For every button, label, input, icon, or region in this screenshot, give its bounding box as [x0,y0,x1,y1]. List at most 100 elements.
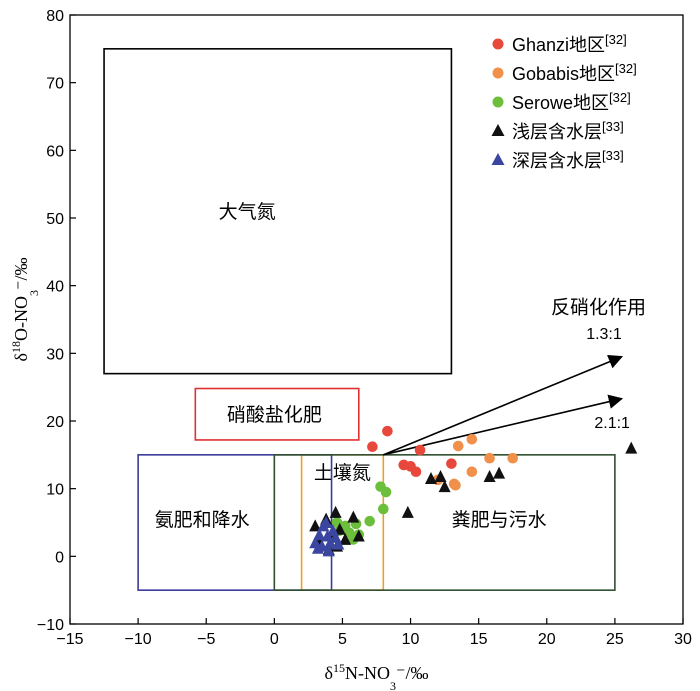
x-axis-label: δ15N-NO3⁻/‰ [325,661,429,691]
y-tick-label-3: 20 [46,414,64,431]
region-label-2: 土壤氮 [314,462,371,484]
y-tick-label-6: 50 [46,211,64,228]
x-tick-label-9: 30 [674,631,692,648]
point-s0-1 [382,425,393,437]
point-s1-6 [507,452,519,464]
plot-frame [69,14,684,625]
point-s1-4 [466,466,478,478]
legend-ref-3: [33] [602,119,624,134]
x-tick-label-4: 5 [338,631,347,648]
x-tick-label-8: 25 [606,631,624,648]
region-box-3 [137,454,333,591]
legend-name-4: 深层含水层 [512,151,602,171]
y-tick-label-8: 70 [46,76,64,93]
point-s1-5 [484,452,495,464]
point-s0-0 [367,441,378,453]
x-tick-label-7: 20 [538,631,556,648]
point-s2-8 [378,503,389,515]
legend-marker-0 [492,38,504,50]
denitrification-title: 反硝化作用 [551,296,646,318]
point-s4-11 [311,541,324,554]
legend-marker-2 [492,96,504,108]
point-s2-7 [380,486,392,498]
point-s3-11 [434,469,447,482]
arrow-label-0: 1.3:1 [586,326,622,343]
legend-name-1: Gobabis地区 [512,64,615,84]
point-s3-6 [339,532,352,545]
point-s4-7 [320,516,333,528]
y-tick-label-5: 40 [46,279,64,296]
point-s1-2 [452,440,464,452]
point-s3-13 [483,469,496,482]
legend: Ghanzi地区[32]Gobabis地区[32]Serowe地区[32]浅层含… [491,32,637,171]
region-label-3: 氨肥和降水 [155,509,250,531]
legend-ref-0: [32] [605,32,627,47]
y_axis-label-main: δ [11,353,31,361]
x-tick-label-6: 15 [470,631,488,648]
denitrification-arrows: 反硝化作用 1.3:1 2.1:1 [383,296,646,456]
y-tick-label-7: 60 [46,143,64,160]
point-s2-5 [364,515,375,527]
x_axis-label-sub: 3 [390,679,396,691]
region-label-1: 硝酸盐化肥 [227,404,322,426]
y-tick-label-1: 0 [55,549,64,566]
y_axis-label-sup: 18 [9,341,23,353]
point-s3-14 [493,466,506,479]
point-s1-7 [450,479,461,491]
y-tick-label-9: 80 [46,8,64,25]
y-tick-label-0: −10 [37,617,64,634]
point-s3-10 [424,472,437,485]
x-tick-label-5: 10 [402,631,420,648]
legend-marker-3 [491,124,505,136]
point-s0-4 [410,466,422,478]
y-tick-label-2: 10 [46,482,64,499]
x-tick-label-0: −15 [56,631,83,648]
y-tick-label-4: 30 [46,346,64,363]
y-axis-label: δ18O-NO3⁻/‰ [9,258,41,362]
legend-name-3: 浅层含水层 [512,122,602,142]
legend-label-4: 深层含水层[33] [512,148,624,171]
x_axis-label-rest: N-NO [345,663,390,683]
legend-name-2: Serowe地区 [512,93,609,113]
y_axis-label-tail: ⁻/‰ [11,258,31,291]
point-s3-12 [438,480,451,493]
legend-ref-4: [33] [602,148,624,163]
region-box-0 [103,48,453,375]
point-s4-9 [332,537,345,550]
legend-label-3: 浅层含水层[33] [512,119,624,142]
point-s0-6 [446,458,457,469]
legend-label-0: Ghanzi地区[32] [512,32,627,55]
region-box-1 [194,387,360,441]
legend-label-2: Serowe地区[32] [512,90,631,113]
point-s3-4 [329,505,342,518]
arrow-0 [383,354,624,456]
x-tick-label-3: 0 [270,631,279,648]
x_axis-label-tail: ⁻/‰ [396,663,429,683]
point-s4-10 [322,544,335,557]
x-tick-label-1: −10 [125,631,152,648]
y_axis-label-rest: O-NO [11,296,31,341]
axes-layer: −15 −10 −5 0 5 10 15 20 25 30−1001020304050607080… [9,8,692,691]
point-s1-3 [466,433,478,445]
x_axis-label-main: δ [325,663,333,683]
x-tick-label-2: −5 [197,631,215,648]
point-s3-15 [625,441,638,454]
point-s0-5 [414,444,426,456]
point-s3-7 [347,510,360,523]
legend-ref-1: [32] [615,61,637,76]
legend-name-0: Ghanzi地区 [512,35,605,55]
region-box-4 [273,454,616,591]
arrow-1 [383,394,624,456]
y_axis-label-sub: 3 [27,290,41,296]
region-label-4: 粪肥与污水 [452,509,547,531]
point-s3-9 [401,505,414,518]
legend-ref-2: [32] [609,90,631,105]
point-s3-0 [309,519,322,532]
x_axis-label-sup: 15 [333,661,345,675]
arrow-label-1: 2.1:1 [594,415,630,432]
point-s3-8 [352,529,365,542]
legend-marker-4 [491,153,505,165]
region-label-0: 大气氮 [219,201,276,223]
